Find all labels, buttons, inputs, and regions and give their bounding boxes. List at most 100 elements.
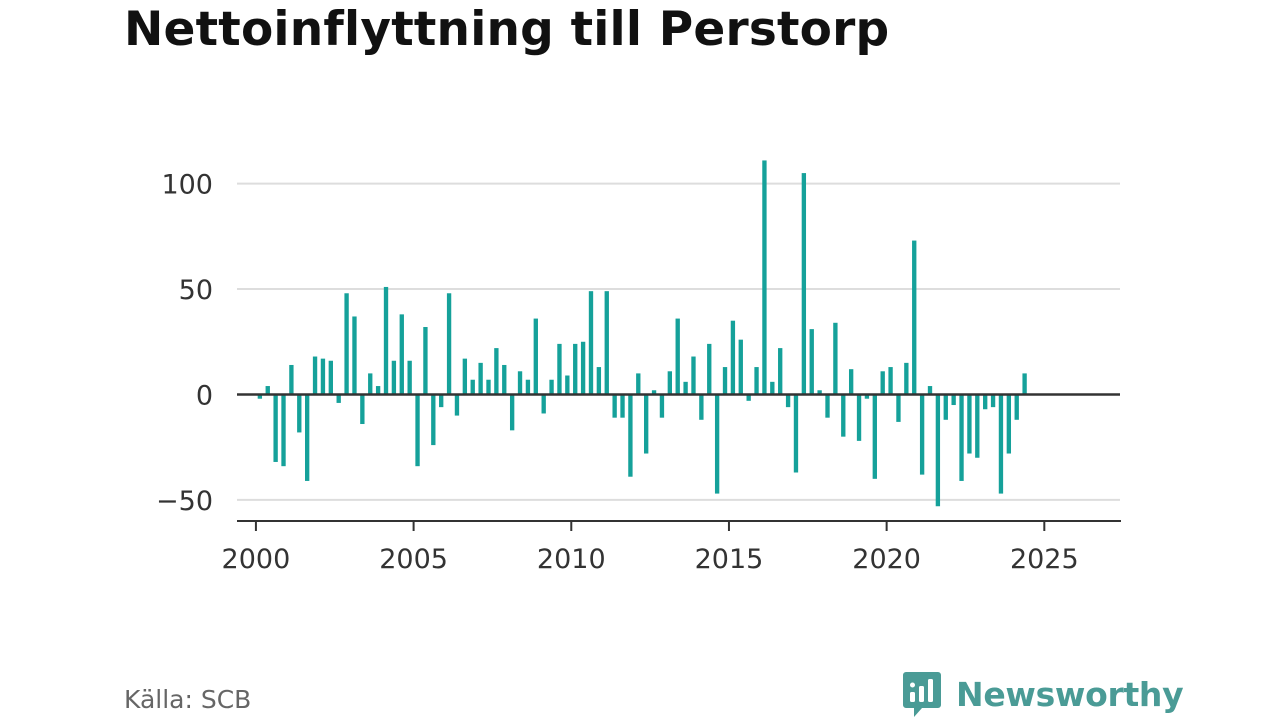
bar [1022,373,1027,395]
bar [943,394,948,420]
newsworthy-logo: Newsworthy [902,670,1184,718]
bar [588,291,594,395]
bar [983,394,988,410]
bar [691,356,696,395]
y-tick-label: 0 [196,380,213,411]
bar [825,394,830,418]
bar [841,394,846,437]
bar [604,291,609,395]
bar [707,343,712,395]
y-tick-label: −50 [156,486,213,517]
bar [959,394,964,481]
bar [888,367,893,395]
bar [549,379,554,395]
bar [896,394,901,422]
bar [1006,394,1012,454]
bar [620,394,625,418]
bar [746,394,751,401]
bar [391,360,397,395]
bar [699,394,704,420]
x-tick-label: 2020 [852,544,921,575]
bar [738,339,743,395]
bar [778,348,783,395]
bar [407,360,412,395]
x-tick-label: 2000 [222,544,291,575]
bar [431,394,436,446]
bar [454,394,460,416]
bar [399,314,404,395]
bar [509,394,515,431]
bar [533,318,538,395]
tick-labels: 100 50 0 −50 2000 2005 2010 2015 2020 2025 [156,170,1079,575]
bar [754,367,759,395]
bar [848,369,854,395]
bar [644,394,649,454]
bar [975,394,980,458]
bar [904,362,909,395]
y-tick-label: 50 [179,275,213,306]
bar [801,173,807,395]
bar [257,394,263,399]
bar [636,373,641,395]
x-tick-label: 2015 [695,544,764,575]
bar [951,394,956,406]
bar [502,364,507,395]
bar [415,394,420,467]
bar [486,379,491,395]
bar [312,356,318,395]
source-note: Källa: SCB [124,685,252,714]
bar [722,367,728,395]
bar [265,386,270,395]
bar [439,394,444,408]
bar [305,394,310,481]
y-tick-label: 100 [161,170,213,201]
bar [344,293,349,395]
bar [557,343,562,395]
bar [368,373,373,395]
bar [833,322,838,395]
bar [573,343,578,395]
bar [580,341,586,395]
bar [990,394,996,408]
bar [675,318,680,395]
bar [659,394,665,418]
bar [856,394,862,441]
brand-name: Newsworthy [956,674,1184,714]
bar [281,394,286,467]
bar [328,360,333,395]
bar [352,316,357,395]
x-tick-label: 2010 [537,544,606,575]
bars [257,160,1027,507]
bar [762,160,767,395]
bar [770,381,775,395]
bar [872,394,877,479]
bar [612,394,617,418]
bar [470,379,475,395]
bar [809,329,814,395]
bar [967,394,972,454]
bar [730,320,736,395]
bar [446,293,452,395]
bar [628,394,633,477]
axes [237,393,1121,531]
bar [478,362,483,395]
bar [494,348,499,395]
bar [817,390,822,395]
bar [336,394,341,403]
bar [927,386,933,395]
bar [462,358,468,395]
chart-title: Nettoinflyttning till Perstorp [124,2,890,57]
bar [320,358,326,395]
bar [793,394,799,473]
bar [912,240,917,395]
bar [714,394,720,494]
bar [864,394,870,399]
bar [541,394,546,414]
bar [998,394,1004,494]
bar [375,386,381,395]
bar [667,371,672,395]
bar [517,371,523,395]
bar [651,390,657,395]
bar [525,379,531,395]
